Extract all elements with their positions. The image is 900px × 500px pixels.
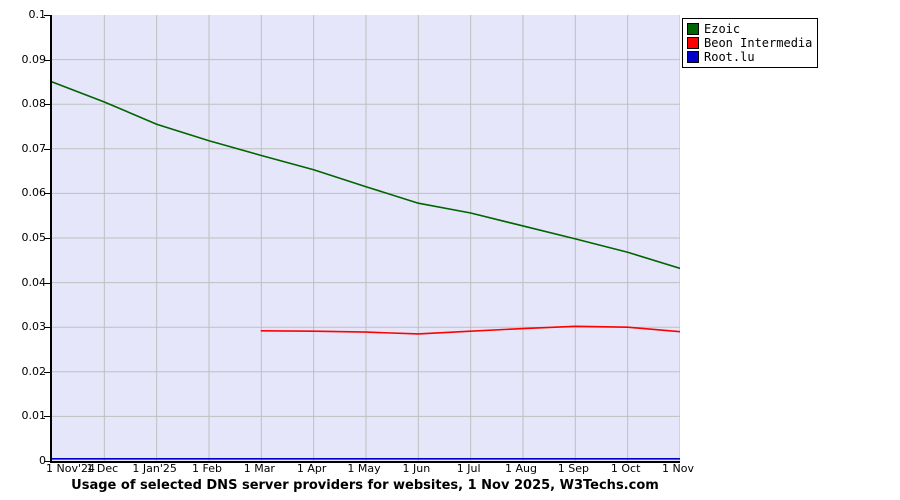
legend-swatch-icon [687, 51, 699, 63]
legend-swatch-icon [687, 23, 699, 35]
data-series-layer [52, 81, 680, 460]
gridlines [52, 15, 680, 461]
y-tick-label: 0.09 [21, 52, 47, 66]
x-tick-label: 1 Jul [456, 462, 481, 475]
legend-item: Ezoic [687, 22, 812, 36]
x-tick-label: 1 Nov'24 [46, 462, 95, 475]
x-tick-label: 1 Aug [505, 462, 537, 475]
y-tick-mark [44, 461, 52, 462]
y-tick-mark [44, 282, 52, 284]
y-tick-mark [44, 327, 52, 329]
legend-item: Root.lu [687, 50, 812, 64]
y-axis: 0 0.01 0.02 0.03 0.04 0.05 0.06 0.07 0.08 0.09 0.1 [0, 0, 52, 500]
x-tick-label: 1 Jun [402, 462, 431, 475]
legend-item-label: Root.lu [704, 49, 755, 64]
x-tick-label: 1 Jan'25 [132, 462, 177, 475]
y-tick-label: 0.08 [21, 97, 47, 111]
legend-swatch-icon [687, 37, 699, 49]
x-axis: 1 Nov'24 1 Dec 1 Jan'25 1 Feb 1 Mar 1 Apr 1 Ma… [0, 463, 900, 479]
series-line-beon-intermedia [260, 325, 680, 335]
y-tick-label: 0.03 [21, 320, 47, 334]
plot-area [50, 15, 680, 463]
legend-item-label: Beon Intermedia [704, 35, 813, 50]
y-tick-label: 0.07 [21, 141, 47, 155]
y-tick-mark [44, 148, 52, 150]
y-tick-mark [44, 193, 52, 195]
x-tick-label: 1 May [347, 462, 381, 475]
x-tick-label: 1 Feb [192, 462, 222, 475]
y-tick-mark [44, 104, 52, 106]
series-line-ezoic [52, 81, 680, 270]
y-tick-label: 0 [39, 454, 46, 467]
x-tick-label: 1 Dec [86, 462, 119, 475]
y-tick-label: 0.05 [21, 231, 47, 244]
y-tick-label: 0.1 [28, 8, 47, 21]
y-tick-mark [44, 416, 52, 418]
y-tick-mark [44, 15, 52, 16]
x-tick-label: 1 Mar [243, 462, 275, 475]
x-tick-label: 1 Sep [557, 462, 589, 475]
y-tick-mark [44, 59, 52, 61]
legend-item-label: Ezoic [704, 21, 741, 36]
chart-legend: Ezoic Beon Intermedia Root.lu [682, 18, 819, 68]
chart-caption: Usage of selected DNS server providers f… [71, 478, 659, 493]
y-tick-label: 0.04 [21, 275, 47, 289]
y-tick-label: 0.06 [21, 186, 47, 200]
legend-item: Beon Intermedia [687, 36, 812, 50]
y-tick-mark [44, 238, 52, 239]
y-tick-label: 0.01 [21, 409, 47, 423]
x-tick-label: 1 Apr [296, 462, 327, 475]
x-tick-label: 1 Oct [610, 462, 641, 475]
y-tick-mark [44, 371, 52, 373]
y-tick-label: 0.02 [21, 364, 47, 378]
x-tick-label: 1 Nov [662, 462, 694, 475]
